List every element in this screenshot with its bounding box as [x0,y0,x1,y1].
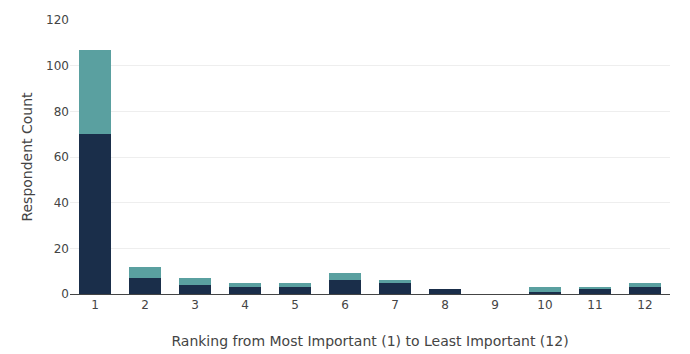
svg-text:40: 40 [54,196,69,210]
svg-text:3: 3 [191,298,199,312]
svg-text:80: 80 [54,105,69,119]
svg-text:9: 9 [491,298,499,312]
svg-text:2: 2 [141,298,149,312]
svg-text:0: 0 [61,287,69,301]
svg-text:Respondent Count: Respondent Count [19,92,35,222]
svg-text:6: 6 [341,298,349,312]
svg-text:1: 1 [91,298,99,312]
svg-text:60: 60 [54,150,69,164]
svg-text:12: 12 [637,298,652,312]
svg-text:100: 100 [46,59,69,73]
svg-text:11: 11 [587,298,602,312]
svg-text:4: 4 [241,298,249,312]
svg-text:20: 20 [54,242,69,256]
svg-text:8: 8 [441,298,449,312]
svg-text:7: 7 [391,298,399,312]
svg-text:120: 120 [46,13,69,27]
svg-text:5: 5 [291,298,299,312]
svg-text:Ranking from Most Important (1: Ranking from Most Important (1) to Least… [171,333,568,349]
svg-text:10: 10 [537,298,552,312]
